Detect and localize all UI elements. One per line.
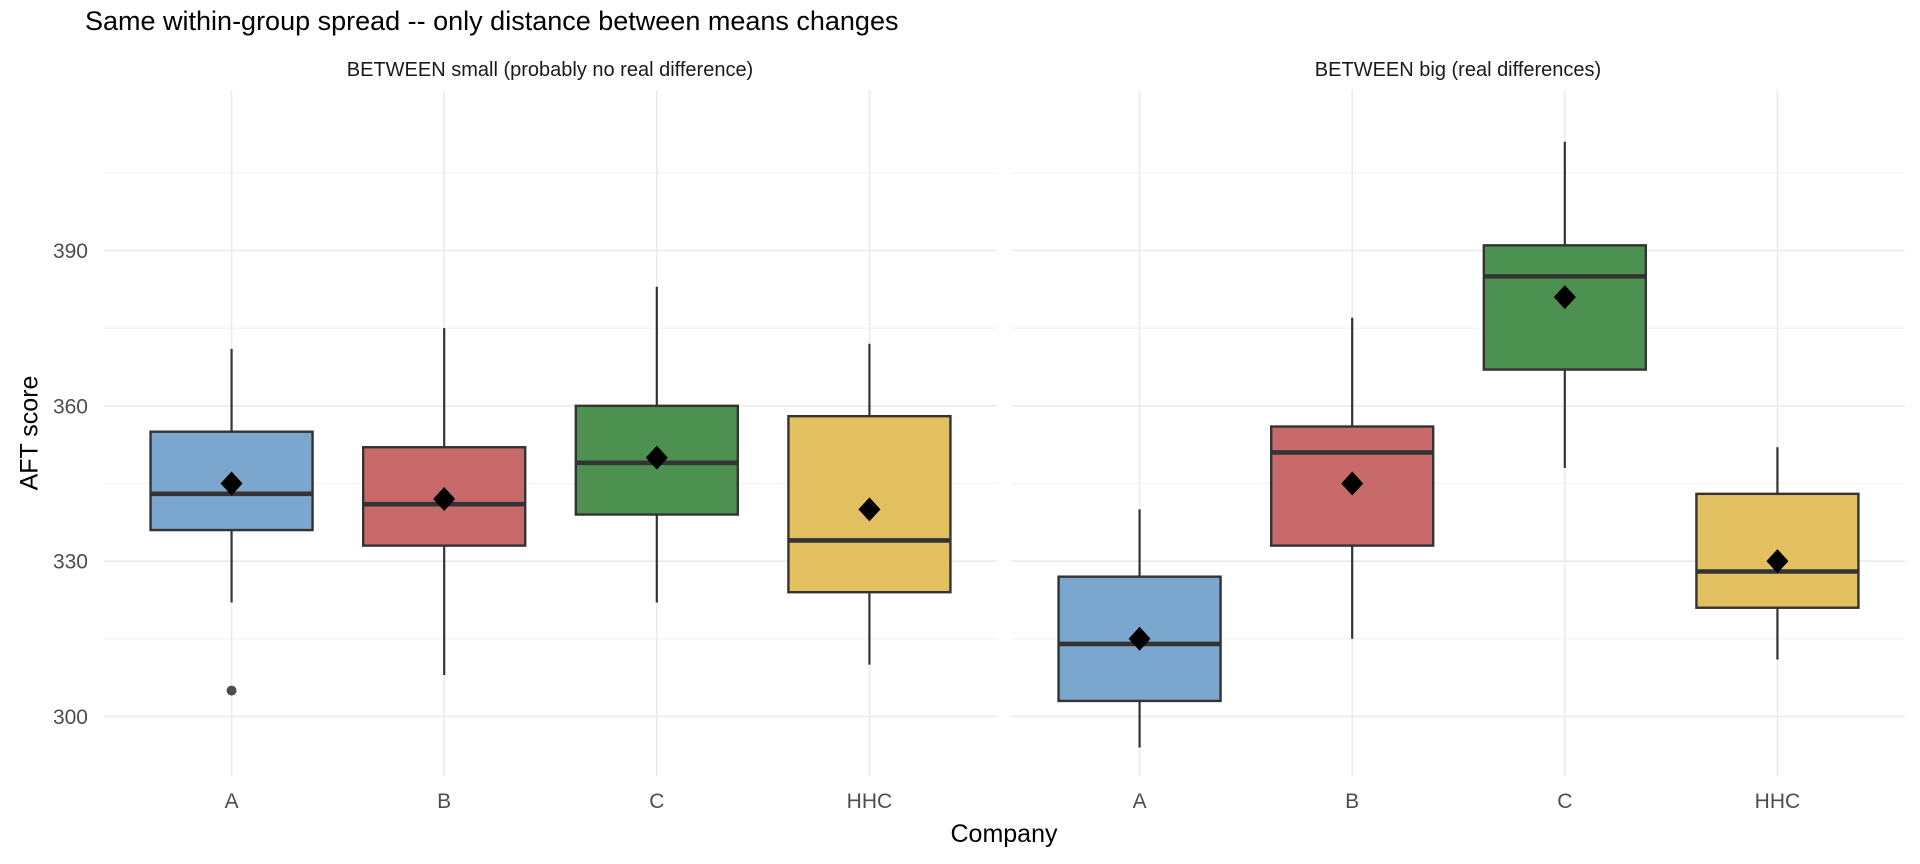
x-tick-label: A [225, 790, 239, 813]
x-tick-label: C [1557, 790, 1572, 813]
y-tick-label: 300 [53, 706, 88, 729]
chart-title: Same within-group spread -- only distanc… [85, 6, 899, 36]
mean-diamond [1128, 626, 1151, 651]
facet-label-between-big: BETWEEN big (real differences) [1314, 59, 1602, 81]
mean-diamond [858, 497, 881, 522]
mean-diamond [645, 445, 668, 470]
y-tick-label: 330 [53, 551, 88, 574]
y-tick-label: 360 [53, 395, 88, 418]
x-tick-label: HHC [1755, 790, 1801, 813]
mean-diamond [1553, 285, 1576, 310]
mean-diamond [220, 471, 243, 496]
outlier-point [226, 685, 237, 696]
x-tick-label: A [1133, 790, 1147, 813]
x-axis-title: Company [950, 820, 1058, 848]
x-tick-label: B [437, 790, 451, 813]
mean-diamond [433, 487, 456, 512]
x-tick-label: B [1345, 790, 1359, 813]
mean-diamond [1341, 471, 1364, 496]
facet-label-between-small: BETWEEN small (probably no real differen… [346, 59, 754, 81]
x-tick-label: HHC [847, 790, 893, 813]
x-tick-label: C [649, 790, 664, 813]
y-tick-label: 390 [53, 240, 88, 263]
mean-diamond [1766, 549, 1789, 574]
